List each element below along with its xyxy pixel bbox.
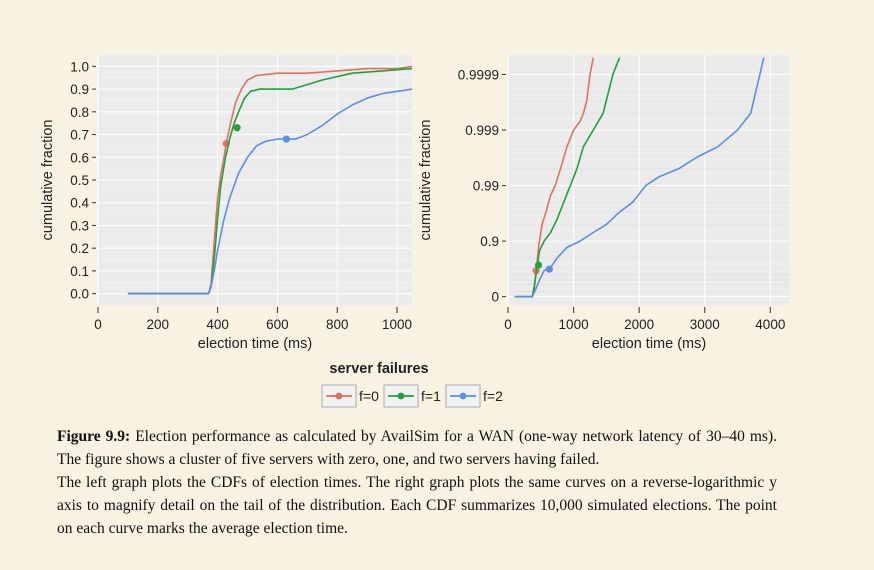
y-tick-label: 0.999 xyxy=(465,123,499,138)
x-axis-title: election time (ms) xyxy=(592,336,706,352)
legend-key-point xyxy=(335,392,343,400)
y-axis-title: cumulative fraction xyxy=(40,120,56,241)
y-tick-label: 0.0 xyxy=(70,287,89,302)
series-line-f=2 xyxy=(127,88,412,295)
y-tick-label: 0.3 xyxy=(70,218,89,233)
x-tick-label: 3000 xyxy=(690,317,720,332)
x-tick-label: 1000 xyxy=(559,317,589,332)
y-tick-label: 0.9 xyxy=(480,234,499,249)
x-tick-label: 400 xyxy=(206,317,229,332)
plot-area-1 xyxy=(508,55,790,305)
x-tick-label: 1000 xyxy=(382,317,412,332)
y-tick-label: 0 xyxy=(491,290,499,305)
figure-charts: 0.0 0.1 0.2 0.3 0.4 0.5 0.6 0.7 0.8 0.9 1.0 0 200 400… xyxy=(40,55,790,408)
y-tick-label: 0.5 xyxy=(70,173,89,188)
y-tick-label: 0.1 xyxy=(70,264,89,279)
mean-marker-f=1 xyxy=(233,124,241,132)
legend-title: server failures xyxy=(329,361,428,377)
legend-key-point xyxy=(397,392,405,400)
y-tick-label: 0.6 xyxy=(70,150,89,165)
x-tick-label: 200 xyxy=(147,317,170,332)
caption-text-2: The left graph plots the CDFs of electio… xyxy=(57,474,777,537)
x-tick-label: 800 xyxy=(326,317,349,332)
series-line-f=2 xyxy=(514,57,765,298)
caption-label: Figure 9.9: xyxy=(57,428,131,445)
y-axis-title: cumulative fraction xyxy=(418,120,434,241)
figure-caption: Figure 9.9: Election performance as calc… xyxy=(57,425,777,540)
legend-key-point xyxy=(459,392,467,400)
y-tick-label: 0.9999 xyxy=(458,67,499,82)
series-line-f=1 xyxy=(514,57,621,298)
legend-label: f=1 xyxy=(421,388,441,404)
y-tick-label: 0.9 xyxy=(70,82,89,97)
x-tick-label: 2000 xyxy=(624,317,654,332)
x-tick-label: 4000 xyxy=(755,317,785,332)
caption-text-1: Election performance as calculated by Av… xyxy=(57,428,777,468)
mean-marker-f=2 xyxy=(545,265,553,273)
mean-marker-f=2 xyxy=(282,135,290,143)
y-tick-label: 0.4 xyxy=(70,196,89,211)
y-tick-label: 0.99 xyxy=(473,179,499,194)
x-tick-label: 0 xyxy=(94,317,102,332)
series-line-f=0 xyxy=(127,65,412,295)
x-tick-label: 0 xyxy=(504,317,512,332)
x-axis-title: election time (ms) xyxy=(198,336,312,352)
mean-marker-f=1 xyxy=(534,261,543,269)
y-tick-label: 1.0 xyxy=(70,59,89,74)
y-tick-label: 0.7 xyxy=(70,128,89,143)
y-tick-label: 0.8 xyxy=(70,105,89,120)
y-tick-label: 0.2 xyxy=(70,241,89,256)
series-line-f=1 xyxy=(127,67,412,295)
legend-label: f=2 xyxy=(483,388,503,404)
legend-label: f=0 xyxy=(359,388,379,404)
x-tick-label: 600 xyxy=(266,317,289,332)
